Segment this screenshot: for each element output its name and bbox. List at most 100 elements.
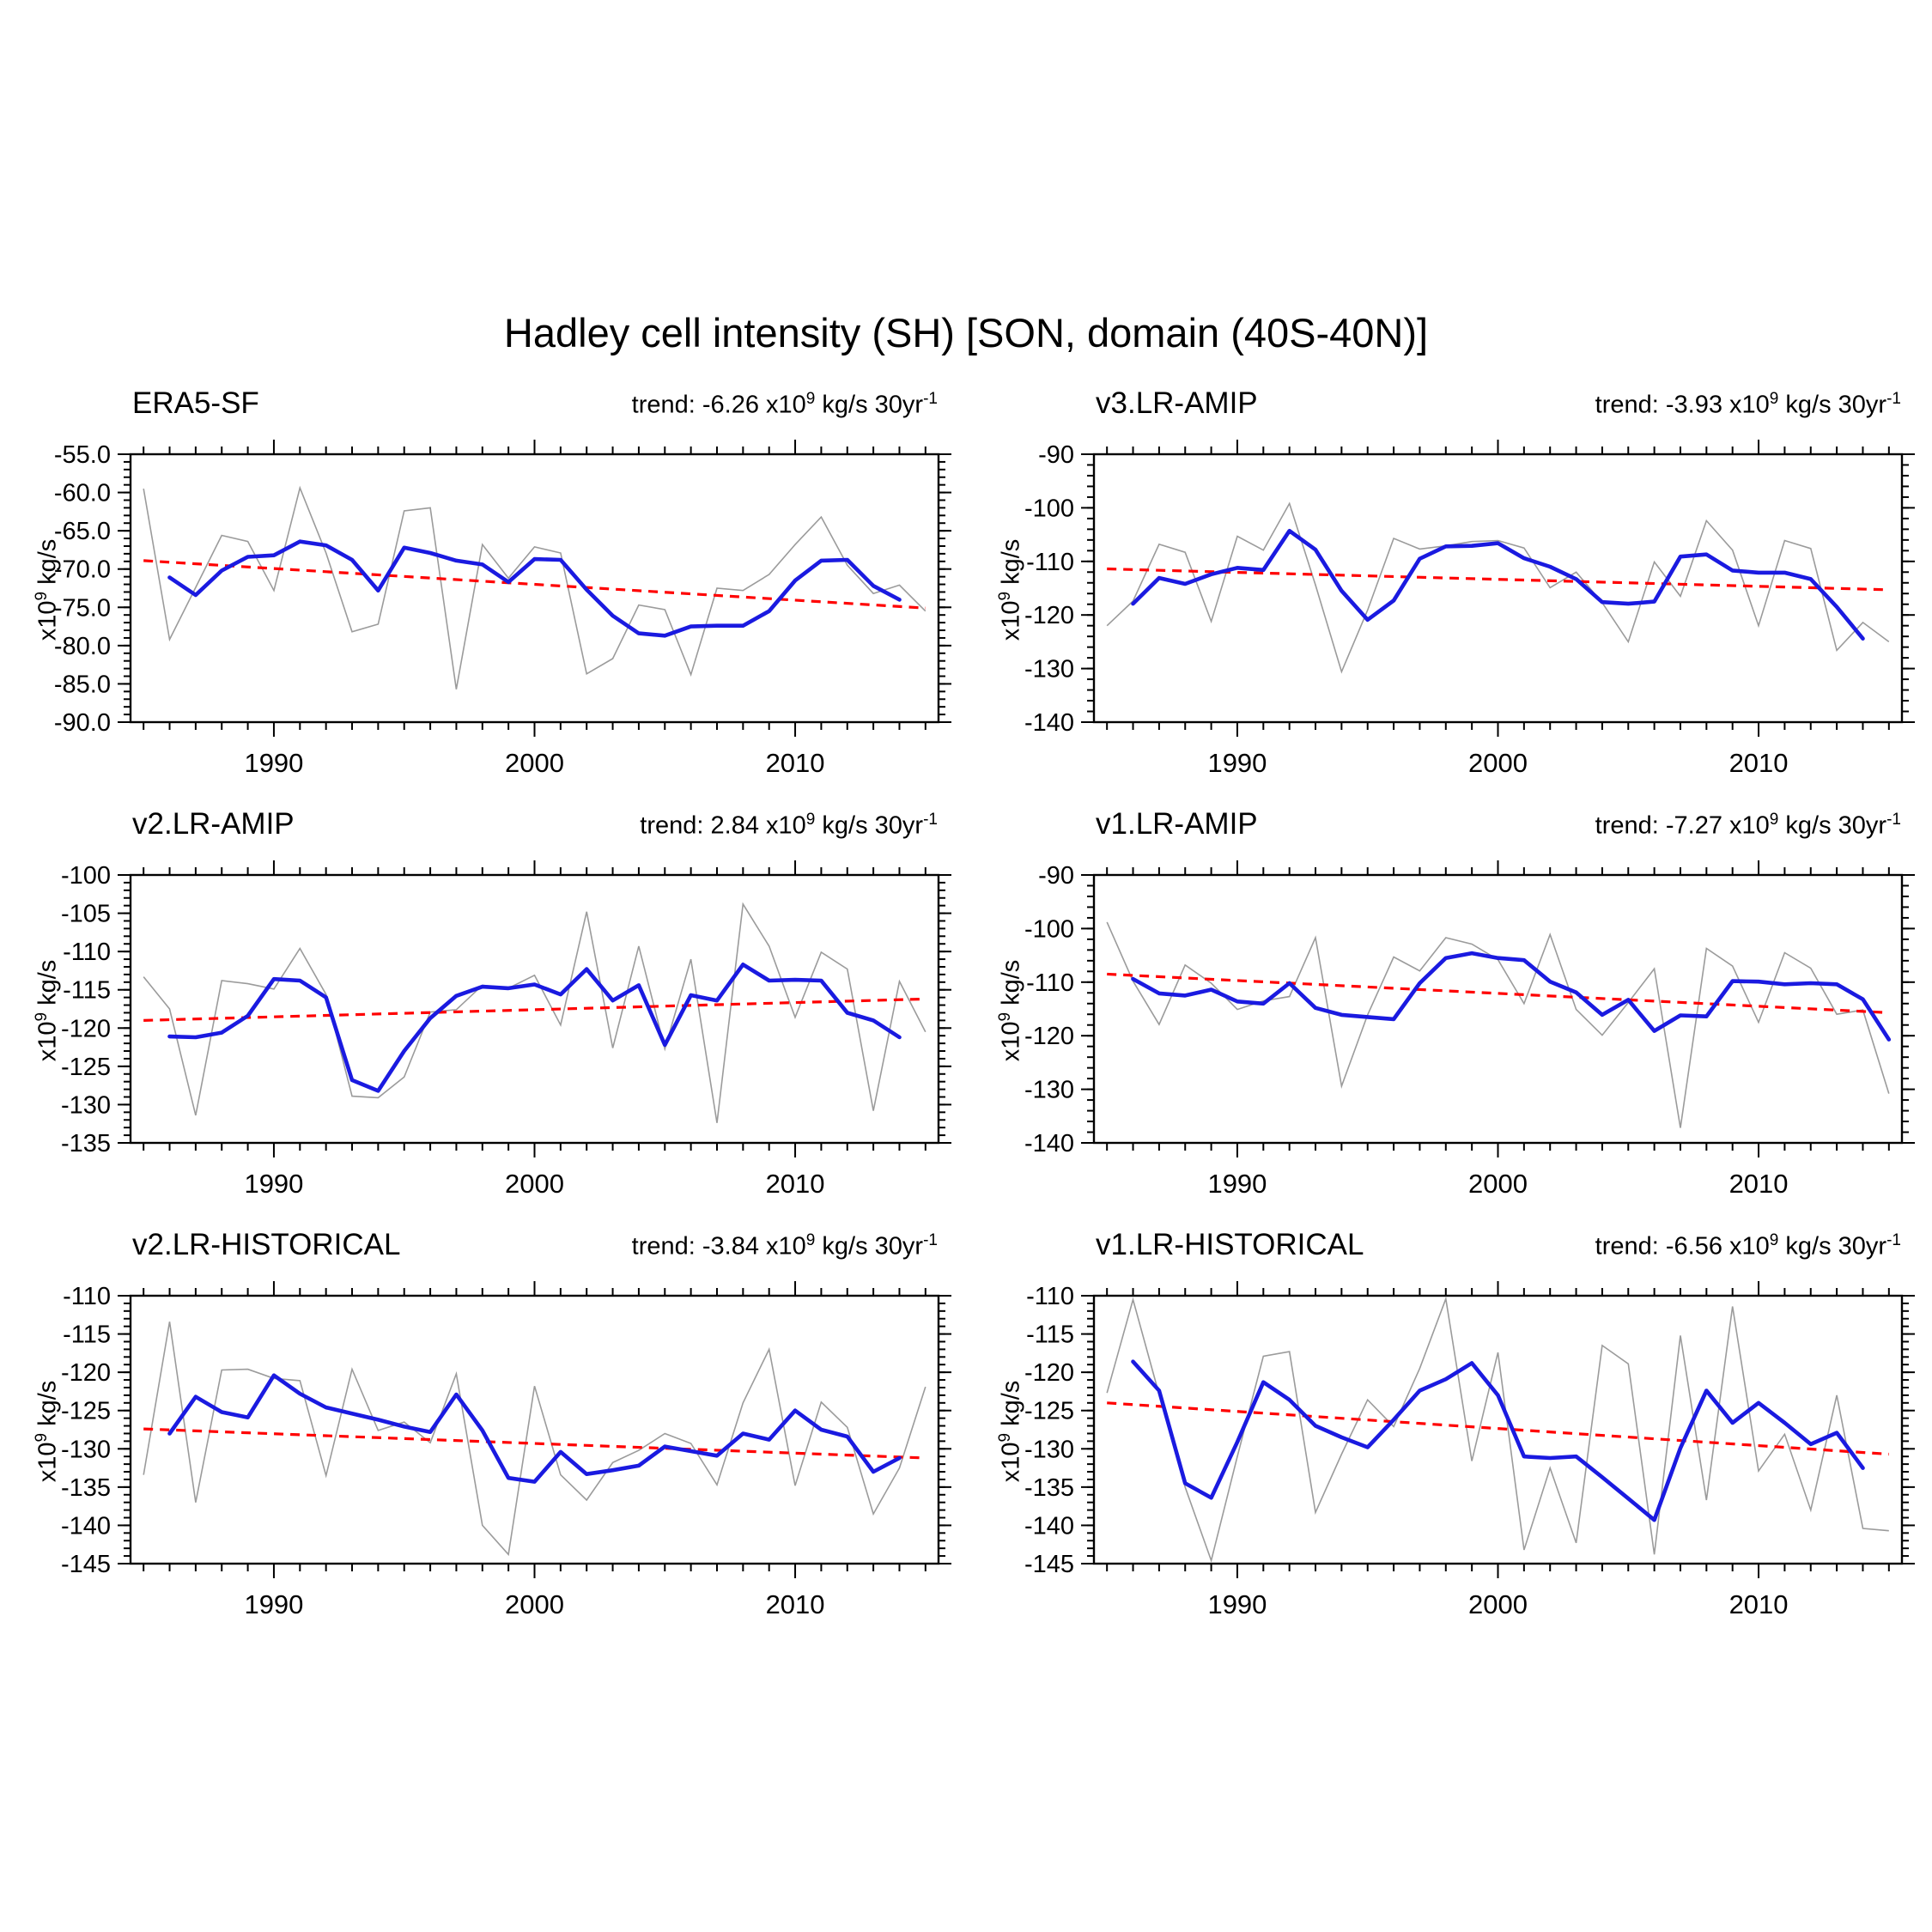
svg-text:-125: -125 bbox=[1024, 1398, 1074, 1425]
svg-text:-85.0: -85.0 bbox=[54, 671, 111, 698]
panel-head: v3.LR-AMIP trend: -3.93 x109 kg/s 30yr-1 bbox=[965, 376, 1932, 420]
svg-text:2010: 2010 bbox=[766, 1589, 825, 1619]
svg-text:1990: 1990 bbox=[1207, 748, 1267, 778]
panel-head: v1.LR-HISTORICAL trend: -6.56 x109 kg/s … bbox=[965, 1218, 1932, 1261]
svg-text:-135: -135 bbox=[1024, 1474, 1074, 1502]
panel-v2-lr-amip: v2.LR-AMIP trend: 2.84 x109 kg/s 30yr-1 … bbox=[2, 797, 974, 1205]
svg-text:-130: -130 bbox=[61, 1436, 111, 1463]
plot-v2-lr-amip: 1990 2000 2010 -100 -105 -110 -115 -120 -125 -130… bbox=[61, 860, 951, 1199]
panel-head: v2.LR-HISTORICAL trend: -3.84 x109 kg/s … bbox=[2, 1218, 972, 1261]
panel-v2-lr-historical: v2.LR-HISTORICAL trend: -3.84 x109 kg/s … bbox=[2, 1218, 974, 1625]
svg-text:2000: 2000 bbox=[505, 748, 564, 778]
panel-head: v2.LR-AMIP trend: 2.84 x109 kg/s 30yr-1 bbox=[2, 797, 972, 841]
panel-head: ERA5-SF trend: -6.26 x109 kg/s 30yr-1 bbox=[2, 376, 972, 420]
svg-text:-105: -105 bbox=[61, 901, 111, 928]
svg-text:-100: -100 bbox=[1024, 915, 1074, 943]
panel-title: v3.LR-AMIP bbox=[1096, 386, 1258, 420]
svg-text:-90: -90 bbox=[1038, 862, 1074, 890]
trend-value: -6.56 bbox=[1665, 1232, 1722, 1261]
svg-text:-140: -140 bbox=[1024, 1512, 1074, 1540]
svg-text:-125: -125 bbox=[61, 1398, 111, 1425]
plot-era5-sf: 1990 2000 2010 -55.0 -60.0 -65.0 -70.0 -75.0 -80… bbox=[54, 440, 951, 778]
svg-text:-145: -145 bbox=[61, 1551, 111, 1578]
svg-text:-135: -135 bbox=[61, 1130, 111, 1157]
svg-text:-130: -130 bbox=[61, 1091, 111, 1119]
trend-label: trend: -6.56 x109 kg/s 30yr-1 bbox=[1595, 1231, 1901, 1261]
svg-text:-140: -140 bbox=[61, 1512, 111, 1540]
svg-text:-110: -110 bbox=[63, 939, 111, 966]
svg-text:-120: -120 bbox=[61, 1015, 111, 1042]
trend-label: trend: -7.27 x109 kg/s 30yr-1 bbox=[1595, 811, 1901, 840]
svg-text:-145: -145 bbox=[1024, 1551, 1074, 1578]
svg-text:-120: -120 bbox=[1024, 1359, 1074, 1387]
svg-text:-120: -120 bbox=[1024, 602, 1074, 629]
panel-title: v1.LR-AMIP bbox=[1096, 807, 1258, 841]
svg-text:2010: 2010 bbox=[1729, 1169, 1789, 1199]
svg-text:-115: -115 bbox=[63, 977, 111, 1005]
svg-text:2010: 2010 bbox=[766, 748, 825, 778]
svg-text:-70.0: -70.0 bbox=[54, 556, 111, 584]
svg-text:-110: -110 bbox=[63, 1283, 111, 1310]
svg-text:-140: -140 bbox=[1024, 1130, 1074, 1157]
panel-title: ERA5-SF bbox=[132, 386, 259, 420]
panel-head: v1.LR-AMIP trend: -7.27 x109 kg/s 30yr-1 bbox=[965, 797, 1932, 841]
svg-text:2000: 2000 bbox=[505, 1169, 564, 1199]
svg-text:-135: -135 bbox=[61, 1474, 111, 1502]
trend-value: 2.84 bbox=[710, 811, 759, 840]
svg-text:-130: -130 bbox=[1024, 1436, 1074, 1463]
svg-text:-120: -120 bbox=[61, 1359, 111, 1387]
trend-value: -3.84 bbox=[702, 1232, 759, 1261]
svg-text:-115: -115 bbox=[63, 1321, 111, 1349]
svg-text:2000: 2000 bbox=[1468, 1589, 1528, 1619]
figure-title: Hadley cell intensity (SH) [SON, domain … bbox=[503, 310, 1429, 355]
svg-text:1990: 1990 bbox=[244, 1589, 303, 1619]
svg-text:-130: -130 bbox=[1024, 1077, 1074, 1104]
plot-v3-lr-amip: 1990 2000 2010 -90 -100 -110 -120 -130 -140 bbox=[1024, 440, 1915, 778]
svg-text:1990: 1990 bbox=[1207, 1169, 1267, 1199]
panel-v3-lr-amip: v3.LR-AMIP trend: -3.93 x109 kg/s 30yr-1… bbox=[965, 376, 1932, 784]
trend-value: -3.93 bbox=[1665, 391, 1722, 419]
panel-title: v1.LR-HISTORICAL bbox=[1096, 1228, 1364, 1261]
svg-text:-125: -125 bbox=[61, 1054, 111, 1081]
svg-text:-60.0: -60.0 bbox=[54, 480, 111, 507]
svg-text:1990: 1990 bbox=[244, 748, 303, 778]
panel-title: v2.LR-AMIP bbox=[132, 807, 295, 841]
svg-text:2000: 2000 bbox=[1468, 748, 1528, 778]
svg-text:-110: -110 bbox=[1026, 969, 1074, 997]
svg-text:2010: 2010 bbox=[766, 1169, 825, 1199]
trend-value: -6.26 bbox=[702, 391, 759, 419]
svg-text:-65.0: -65.0 bbox=[54, 518, 111, 545]
plot-v1-lr-historical: 1990 2000 2010 -110 -115 -120 -125 -130 -135 -140… bbox=[1024, 1281, 1915, 1619]
plot-v1-lr-amip: 1990 2000 2010 -90 -100 -110 -120 -130 -140 bbox=[1024, 860, 1915, 1199]
svg-text:-140: -140 bbox=[1024, 709, 1074, 737]
panel-title: v2.LR-HISTORICAL bbox=[132, 1228, 401, 1261]
svg-text:2010: 2010 bbox=[1729, 748, 1789, 778]
trend-label: trend: -3.84 x109 kg/s 30yr-1 bbox=[631, 1231, 938, 1261]
svg-text:-80.0: -80.0 bbox=[54, 633, 111, 660]
svg-text:-75.0: -75.0 bbox=[54, 594, 111, 622]
plot-v2-lr-historical: 1990 2000 2010 -110 -115 -120 -125 -130 -135 -140… bbox=[61, 1281, 951, 1619]
svg-text:-100: -100 bbox=[61, 862, 111, 890]
panel-era5-sf: ERA5-SF trend: -6.26 x109 kg/s 30yr-1 x1… bbox=[2, 376, 974, 784]
svg-text:1990: 1990 bbox=[1207, 1589, 1267, 1619]
svg-text:-110: -110 bbox=[1026, 1283, 1074, 1310]
trend-label: trend: -6.26 x109 kg/s 30yr-1 bbox=[631, 390, 938, 419]
svg-text:-90.0: -90.0 bbox=[54, 709, 111, 737]
trend-label: trend: -3.93 x109 kg/s 30yr-1 bbox=[1595, 390, 1901, 419]
svg-text:-110: -110 bbox=[1026, 549, 1074, 576]
svg-text:1990: 1990 bbox=[244, 1169, 303, 1199]
trend-value: -7.27 bbox=[1665, 811, 1722, 840]
svg-text:-90: -90 bbox=[1038, 441, 1074, 469]
panel-v1-lr-amip: v1.LR-AMIP trend: -7.27 x109 kg/s 30yr-1… bbox=[965, 797, 1932, 1205]
trend-label: trend: 2.84 x109 kg/s 30yr-1 bbox=[640, 811, 938, 840]
svg-text:-55.0: -55.0 bbox=[54, 441, 111, 469]
svg-text:-130: -130 bbox=[1024, 656, 1074, 683]
svg-text:2000: 2000 bbox=[505, 1589, 564, 1619]
svg-text:-120: -120 bbox=[1024, 1023, 1074, 1050]
svg-text:-100: -100 bbox=[1024, 495, 1074, 522]
svg-text:-115: -115 bbox=[1026, 1321, 1074, 1349]
panel-v1-lr-historical: v1.LR-HISTORICAL trend: -6.56 x109 kg/s … bbox=[965, 1218, 1932, 1625]
svg-text:2000: 2000 bbox=[1468, 1169, 1528, 1199]
svg-text:2010: 2010 bbox=[1729, 1589, 1789, 1619]
